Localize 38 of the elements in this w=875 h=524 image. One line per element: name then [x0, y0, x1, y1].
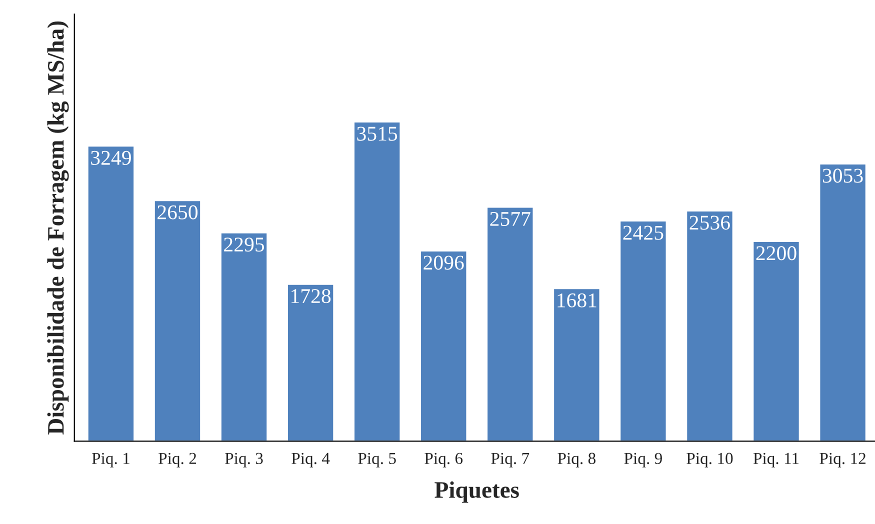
- bar: [486, 206, 534, 442]
- data-label: 1681: [558, 293, 596, 308]
- x-tick-label: Piq. 6: [424, 452, 463, 468]
- data-label: 2096: [424, 256, 464, 270]
- x-axis-title: Piquetes: [434, 481, 519, 503]
- bar: [686, 210, 734, 442]
- bar: [86, 145, 135, 442]
- bar: [752, 240, 800, 442]
- data-label: 1728: [292, 289, 331, 304]
- bar: [619, 220, 668, 442]
- x-tick-label: Piq. 12: [820, 452, 866, 468]
- x-tick-label: Piq. 1: [92, 452, 130, 468]
- bar: [286, 284, 335, 442]
- data-label: 2650: [158, 205, 198, 220]
- data-label: 2536: [690, 216, 730, 230]
- bar: [818, 163, 867, 442]
- data-label: 2200: [756, 246, 796, 260]
- bar: [220, 232, 268, 442]
- y-axis-title: Disponibilidade de Forragem (kg MS/ha): [47, 21, 69, 435]
- data-label: 2577: [490, 212, 530, 226]
- data-label: 3249: [91, 150, 131, 165]
- x-tick-label: Piq. 7: [491, 452, 530, 468]
- bar: [420, 250, 468, 442]
- data-label: 3515: [357, 126, 398, 141]
- x-tick-label: Piq. 8: [558, 452, 596, 468]
- x-tick-label: Piq. 5: [358, 452, 396, 468]
- bar: [154, 200, 202, 442]
- x-tick-label: Piq. 2: [158, 452, 196, 468]
- x-tick-label: Piq. 4: [292, 452, 330, 468]
- data-label: 2295: [224, 238, 264, 252]
- x-tick-label: Piq. 11: [753, 452, 799, 468]
- data-label: 2425: [623, 226, 664, 240]
- bar: [353, 121, 402, 442]
- x-tick-label: Piq. 9: [624, 452, 662, 468]
- data-label: 3053: [822, 168, 863, 183]
- x-tick-label: Piq. 3: [225, 452, 263, 468]
- x-tick-label: Piq. 10: [686, 452, 733, 468]
- bar: [552, 288, 601, 442]
